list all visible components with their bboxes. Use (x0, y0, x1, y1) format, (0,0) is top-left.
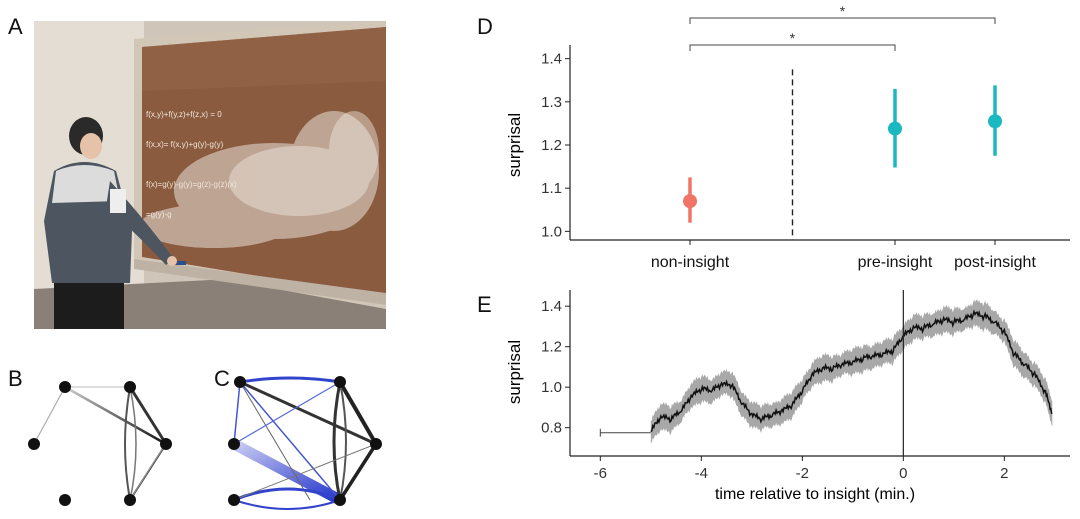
edge (128, 386, 168, 445)
node (59, 494, 71, 506)
significance-star: * (840, 3, 846, 19)
edge (124, 386, 131, 501)
edge (338, 380, 378, 446)
chart-e-marks (599, 290, 1053, 456)
y-tick-label: 1.1 (541, 180, 562, 197)
significance-bracket (689, 17, 996, 24)
edge (233, 443, 377, 501)
node (228, 494, 240, 506)
node (124, 381, 136, 393)
board-line-3: f(x)=g(y)-g(y)=g(z)-g(z)(x) (146, 180, 237, 189)
person-collar (52, 165, 120, 203)
edge (339, 381, 347, 501)
data-point (988, 114, 1002, 129)
paper (110, 189, 126, 213)
edge (64, 385, 167, 446)
network-b-edges (33, 385, 168, 501)
x-tick-label: 0 (899, 465, 907, 482)
panel-label-e: E (477, 292, 492, 317)
network-c-edges (231, 376, 378, 510)
y-tick-label: 1.2 (541, 137, 562, 154)
x-tick-label: post-insight (954, 254, 1036, 271)
eraser-marks (139, 111, 379, 248)
x-tick-label: -2 (796, 465, 809, 482)
y-tick-label: 0.8 (541, 420, 562, 437)
network-c (228, 376, 382, 510)
chart-d-marks (683, 85, 1002, 223)
node (160, 438, 172, 450)
x-tick-label: pre-insight (858, 254, 933, 271)
chart-e-ylabel: surprisal (505, 340, 524, 404)
x-tick-label: non-insight (651, 254, 730, 271)
series-line (650, 309, 1053, 433)
edge (233, 381, 241, 445)
node (234, 376, 246, 388)
chart-d: 1.0 1.1 1.2 1.3 1.4 non-insight pre-insight pos… (505, 3, 1070, 271)
chalkboard-photo: f(x,y)+f(y,z)+f(z,x) = 0 f(x,x)= f(x,y)+… (34, 21, 386, 329)
node (124, 494, 136, 506)
y-tick-label: 1.4 (541, 51, 562, 68)
edge (33, 386, 66, 445)
data-point (888, 121, 902, 136)
node (228, 438, 240, 450)
y-tick-label: 1.3 (541, 94, 562, 111)
edge (129, 386, 137, 501)
y-tick-label: 1.4 (541, 298, 562, 315)
x-tick-label: -4 (695, 465, 708, 482)
chalk-writing: f(x,y)+f(y,z)+f(z,x) = 0 f(x,x)= f(x,y)+… (146, 110, 237, 219)
person (44, 117, 177, 329)
significance-star: * (790, 30, 796, 46)
confidence-band (650, 299, 1053, 444)
chart-d-axes: 1.0 1.1 1.2 1.3 1.4 non-insight pre-insight pos… (541, 3, 1070, 271)
edge (332, 381, 342, 501)
edge (239, 381, 311, 501)
board-highlight (142, 27, 386, 91)
panel-label-c: C (214, 366, 230, 391)
edge (239, 376, 341, 384)
node (59, 381, 71, 393)
edge (233, 499, 341, 510)
chalk-tray (134, 259, 386, 305)
edge (233, 381, 341, 445)
panel-label-d: D (477, 14, 493, 39)
significance-bracket (689, 44, 896, 51)
node (334, 494, 346, 506)
edge (231, 439, 343, 505)
y-tick-label: 1.2 (541, 339, 562, 356)
edge (239, 381, 341, 501)
chart-e-xlabel: time relative to insight (min.) (715, 486, 915, 503)
chart-d-ylabel: surprisal (505, 113, 524, 177)
node (334, 376, 346, 388)
edge (239, 380, 377, 446)
node (370, 438, 382, 450)
eraser-marks-light (229, 111, 379, 216)
panel-label-b: B (8, 366, 23, 391)
node (28, 438, 40, 450)
x-tick-label: 2 (1000, 465, 1008, 482)
person-pants (54, 283, 124, 329)
chart-e: 0.8 1.0 1.2 1.4 -6 -4 -2 0 2 surprisal time rela… (505, 290, 1070, 503)
y-tick-label: 1.0 (541, 223, 562, 240)
network-c-nodes (228, 376, 382, 506)
x-tick-label: -6 (594, 465, 607, 482)
person-hand (167, 256, 177, 266)
panel-label-a: A (8, 14, 23, 39)
board-line-4: =g(y)-g (146, 210, 172, 219)
data-point (683, 194, 697, 209)
chart-e-axes: 0.8 1.0 1.2 1.4 -6 -4 -2 0 2 (541, 290, 1070, 482)
board-line-2: f(x,x)= f(x,y)+g(y)-g(y) (146, 140, 224, 149)
board-line-1: f(x,y)+f(y,z)+f(z,x) = 0 (146, 110, 222, 119)
network-b (28, 381, 172, 506)
network-b-nodes (28, 381, 172, 506)
y-tick-label: 1.0 (541, 379, 562, 396)
person-face (80, 133, 102, 159)
edge (338, 443, 378, 501)
eraser (174, 261, 186, 265)
